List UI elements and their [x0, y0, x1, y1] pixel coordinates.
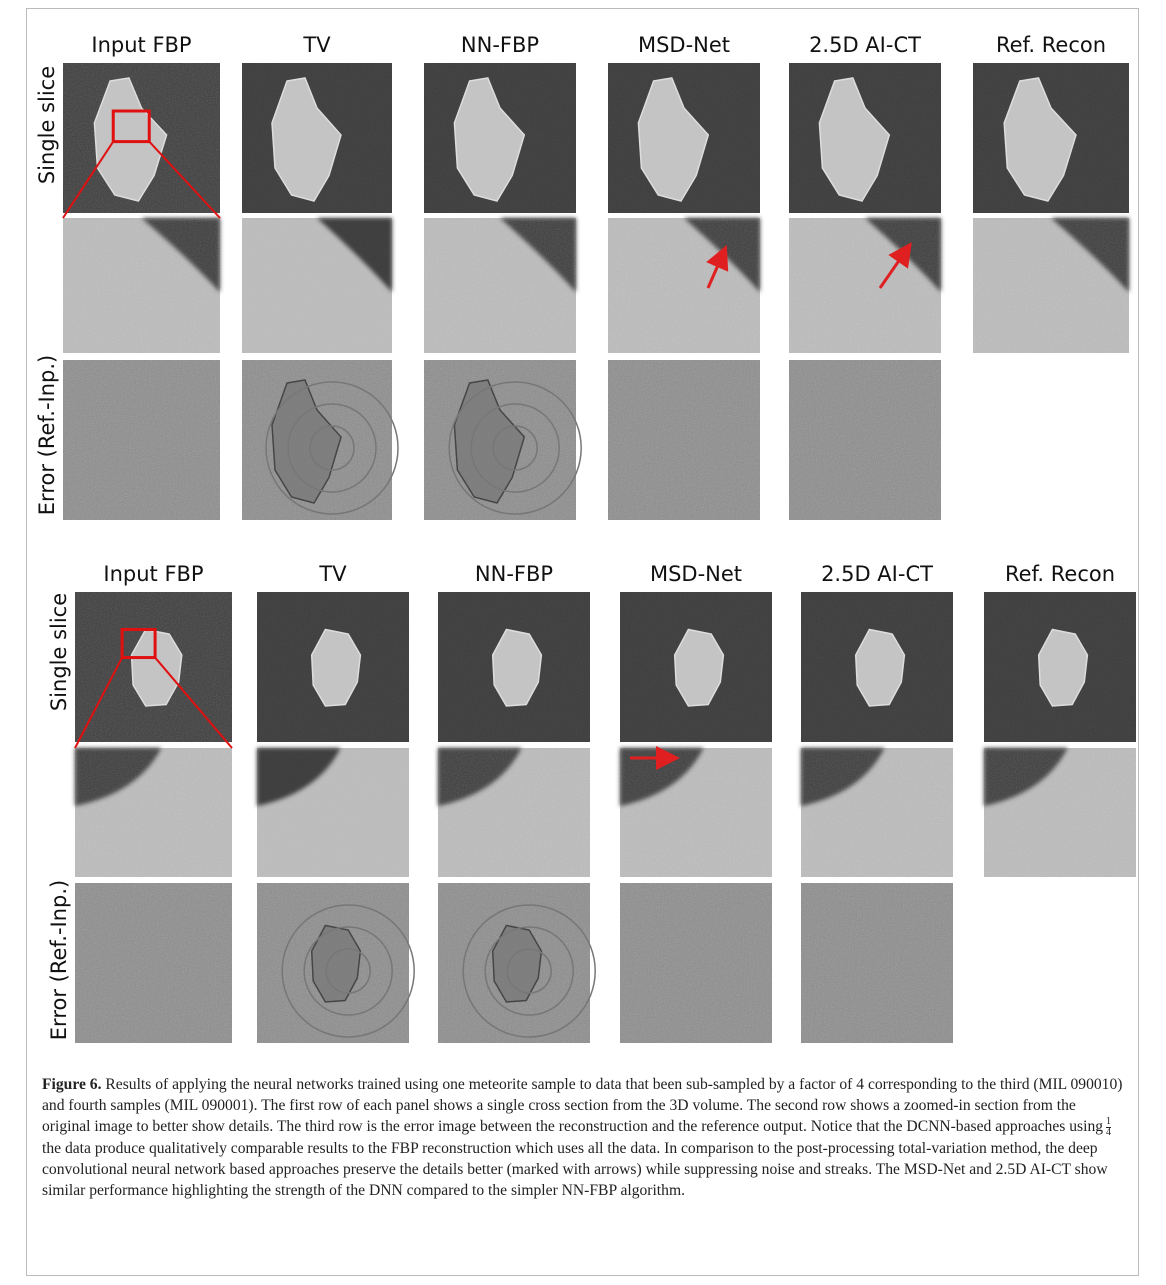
noise — [801, 883, 953, 1043]
column-title: TV — [318, 562, 347, 586]
noise — [973, 218, 1129, 353]
noise — [789, 360, 941, 520]
panel: Input FBP TV NN-FBP MSD-Net 2.5D AI-CT Ref. R… — [35, 33, 1129, 520]
column-title: 2.5D AI-CT — [809, 33, 921, 57]
noise — [75, 883, 232, 1043]
row-label: Error (Ref.-Inp.) — [47, 880, 71, 1040]
noise — [257, 748, 409, 877]
noise — [424, 218, 576, 353]
row-label: Single slice — [47, 593, 71, 711]
row-label: Error (Ref.-Inp.) — [35, 355, 59, 515]
caption: Figure 6. Results of applying the neural… — [42, 1074, 1124, 1201]
column-title: MSD-Net — [638, 33, 730, 57]
noise — [75, 748, 232, 877]
noise — [63, 218, 220, 353]
column-title: Ref. Recon — [996, 33, 1106, 57]
column-title: NN-FBP — [475, 562, 553, 586]
row-label: Single slice — [35, 66, 59, 184]
noise — [63, 360, 220, 520]
figure-images: Input FBP TV NN-FBP MSD-Net 2.5D AI-CT Ref. R… — [0, 0, 1166, 1070]
noise — [620, 883, 772, 1043]
column-title: TV — [302, 33, 331, 57]
noise — [608, 218, 760, 353]
caption-label: Figure 6. — [42, 1076, 101, 1093]
noise — [620, 748, 772, 877]
column-title: 2.5D AI-CT — [821, 562, 933, 586]
fraction-denominator: 4 — [1106, 1128, 1111, 1138]
noise — [608, 360, 760, 520]
panel: Input FBP TV NN-FBP MSD-Net 2.5D AI-CT Ref. R… — [47, 562, 1136, 1043]
noise — [438, 748, 590, 877]
noise — [984, 748, 1136, 877]
column-title: MSD-Net — [650, 562, 742, 586]
noise — [789, 218, 941, 353]
column-title: Input FBP — [91, 33, 191, 57]
caption-text: Results of applying the neural networks … — [42, 1076, 1122, 1135]
noise — [242, 218, 392, 353]
column-title: Input FBP — [103, 562, 203, 586]
column-title: NN-FBP — [461, 33, 539, 57]
column-title: Ref. Recon — [1005, 562, 1115, 586]
caption-text: the data produce qualitatively comparabl… — [42, 1140, 1108, 1199]
noise — [801, 748, 953, 877]
page: Input FBP TV NN-FBP MSD-Net 2.5D AI-CT Ref. R… — [0, 0, 1166, 1285]
